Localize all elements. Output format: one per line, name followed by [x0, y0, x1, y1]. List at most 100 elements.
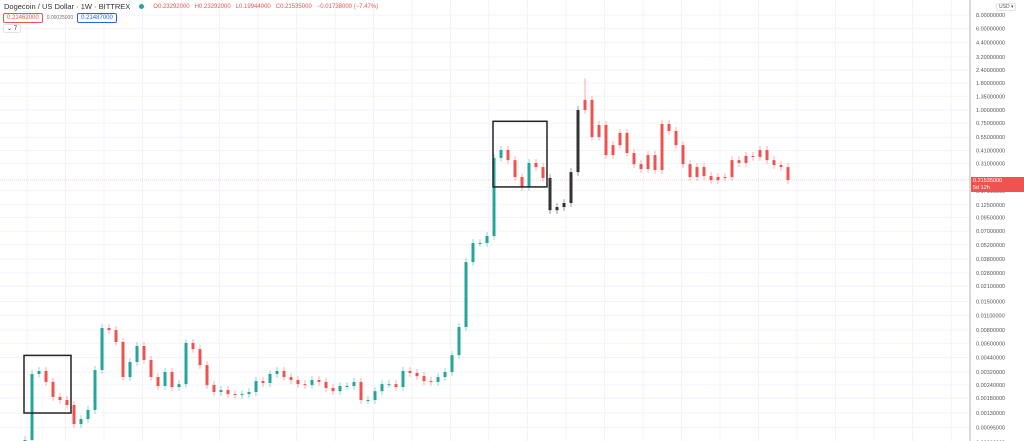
candle-body	[65, 399, 69, 405]
candle-body	[177, 384, 181, 387]
candle-body	[618, 132, 622, 146]
countdown-label: 5d 12h	[973, 184, 990, 191]
candle-body	[464, 262, 468, 328]
candle	[338, 382, 342, 395]
candle-body	[163, 372, 167, 387]
candle	[555, 203, 559, 215]
candle-body	[751, 155, 755, 157]
candle-body	[156, 377, 160, 387]
annotation-boxes[interactable]	[23, 120, 548, 414]
candle	[30, 370, 34, 441]
y-tick-label: 0.00240000	[976, 383, 1005, 389]
candle-body	[527, 162, 531, 187]
candle-body	[93, 369, 97, 410]
y-tick-label: 0.01100000	[976, 314, 1005, 320]
candle	[79, 415, 83, 428]
symbol-title[interactable]: Dogecoin / US Dollar · 1W · BITTREX	[4, 2, 131, 11]
buy-button[interactable]: 0.21487000	[77, 13, 117, 23]
candle-body	[709, 176, 713, 181]
candle	[303, 380, 307, 389]
annotation-rectangle[interactable]	[492, 120, 548, 188]
y-tick-label: 0.00440000	[976, 355, 1005, 361]
annotation-rectangle[interactable]	[23, 354, 72, 414]
candle	[170, 368, 174, 391]
candle-body	[149, 359, 153, 378]
candle-body	[520, 176, 524, 187]
candle-body	[261, 381, 265, 384]
candle	[422, 372, 426, 385]
y-tick-label: 3.20000000	[976, 55, 1005, 61]
candle	[331, 384, 335, 395]
candle	[51, 378, 55, 401]
y-tick-label: 0.00180000	[976, 396, 1005, 402]
candle-body	[121, 342, 125, 378]
candle	[37, 367, 41, 378]
candle	[429, 377, 433, 386]
candle-body	[555, 207, 559, 211]
indicators-toggle-button[interactable]: ⌄ 7	[3, 24, 22, 33]
candle	[541, 163, 545, 182]
candle	[65, 396, 69, 409]
candle	[590, 95, 594, 141]
candle-body	[681, 145, 685, 165]
candle	[716, 173, 720, 184]
candle	[352, 378, 356, 390]
ohlc-high: H0.23292000	[194, 3, 231, 10]
candle-body	[471, 242, 475, 263]
candle	[415, 369, 419, 380]
candle-body	[387, 384, 391, 386]
candle	[121, 338, 125, 381]
candle	[674, 127, 678, 149]
candle-body	[765, 149, 769, 161]
candle	[114, 326, 118, 346]
candle-body	[422, 376, 426, 382]
candle	[737, 156, 741, 167]
last-price-label: 0.21535000	[973, 178, 1003, 184]
y-tick-label: 0.09500000	[976, 215, 1005, 221]
candle	[786, 163, 790, 184]
candle	[233, 390, 237, 399]
y-tick-label: 1.80000000	[976, 81, 1005, 87]
y-tick-label: 0.00800000	[976, 328, 1005, 334]
candle	[562, 199, 566, 211]
market-status-icon	[139, 4, 145, 9]
candle	[709, 172, 713, 184]
candle-body	[198, 349, 202, 366]
candle	[310, 376, 314, 389]
legend-header: Dogecoin / US Dollar · 1W · BITTREX O0.2…	[4, 2, 378, 11]
candle-body	[674, 130, 678, 146]
candle	[646, 151, 650, 173]
candle-body	[184, 342, 188, 385]
candle	[583, 78, 587, 114]
candle	[695, 163, 699, 181]
price-axis[interactable]	[970, 0, 1024, 441]
candle	[688, 160, 692, 181]
sell-button[interactable]: 0.21462000	[3, 13, 43, 23]
y-tick-label: 0.31000000	[976, 161, 1005, 167]
candle-body	[86, 409, 90, 420]
candle	[751, 152, 755, 161]
y-tick-label: 0.00095000	[976, 425, 1005, 431]
candle-body	[779, 165, 783, 168]
candle-body	[324, 381, 328, 389]
candle	[471, 239, 475, 266]
candle	[758, 146, 762, 161]
candle	[240, 390, 244, 399]
y-tick-label: 0.12500000	[976, 203, 1005, 209]
candle-body	[51, 381, 55, 397]
y-tick-label: 0.00130000	[976, 411, 1005, 417]
currency-button[interactable]: USD ▾	[996, 3, 1017, 11]
candle-body	[191, 342, 195, 350]
candle-body	[30, 373, 34, 441]
candle	[198, 345, 202, 369]
trade-row: 0.21462000 0.00025000 0.21487000	[3, 13, 117, 23]
candle	[772, 156, 776, 169]
candle-body	[394, 384, 398, 387]
candle	[730, 156, 734, 181]
spread-value: 0.00025000	[46, 15, 74, 21]
candle-body	[233, 394, 237, 396]
candle	[247, 388, 251, 398]
candle	[366, 396, 370, 404]
candle	[86, 406, 90, 423]
